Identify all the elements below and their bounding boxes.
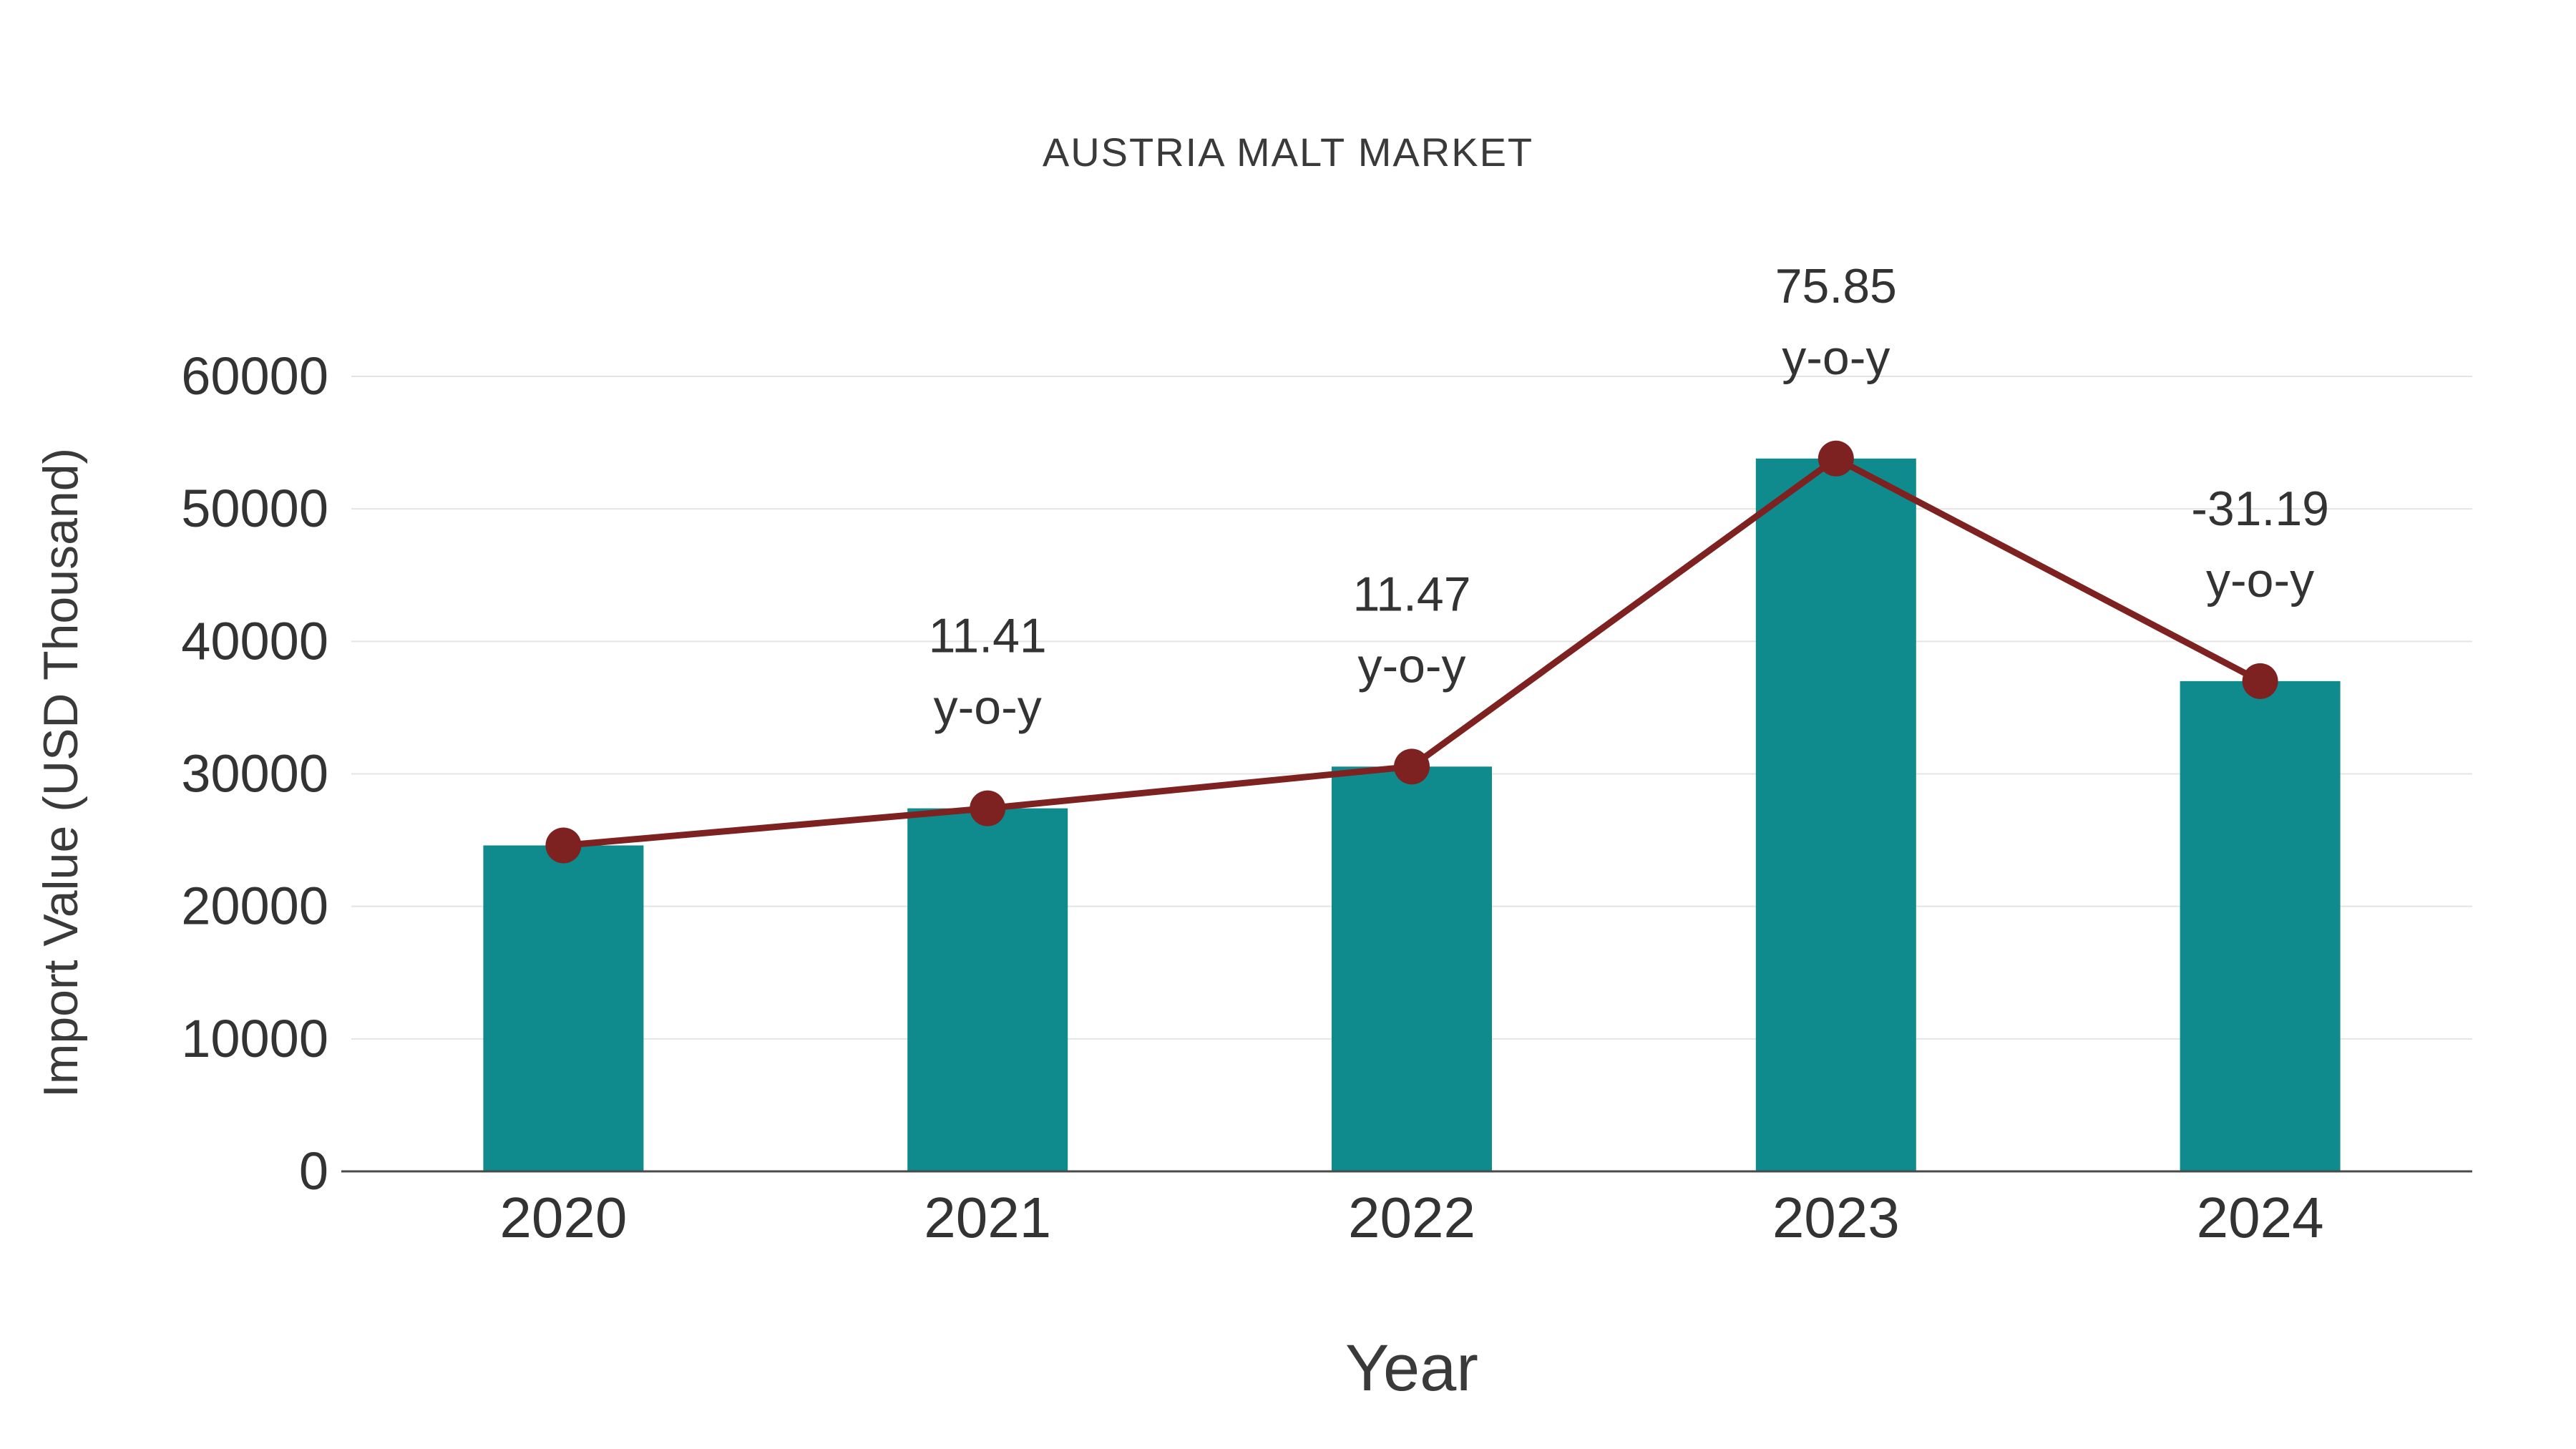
line-marker-2021 [970,790,1006,826]
bar-2020 [483,845,644,1171]
bar-2022 [1332,766,1492,1171]
annotation-value: 11.47 [1352,567,1470,621]
annotation-label: y-o-y [934,680,1042,735]
x-tick-label: 2021 [924,1186,1051,1249]
bar-2023 [1755,458,1916,1171]
line-marker-2020 [545,827,582,864]
y-tick-label: 40000 [181,611,328,670]
x-axis-title: Year [1345,1332,1478,1405]
annotation-value: -31.19 [2191,482,2329,536]
annotation-label: y-o-y [1357,638,1465,693]
x-tick-label: 2022 [1348,1186,1475,1249]
line-marker-2022 [1394,748,1430,785]
bar-2021 [907,808,1068,1171]
bar-2024 [2180,680,2341,1171]
x-tick-label: 2024 [2197,1186,2324,1249]
x-tick-label: 2023 [1772,1186,1900,1249]
y-tick-label: 0 [299,1141,328,1201]
annotation-value: 11.41 [929,609,1047,663]
y-axis-title: Import Value (USD Thousand) [34,447,88,1098]
y-tick-label: 20000 [181,877,328,936]
y-tick-label: 60000 [181,346,328,406]
annotation-label: y-o-y [2206,553,2314,608]
annotation-label: y-o-y [1782,331,1890,385]
x-tick-label: 2020 [499,1186,627,1249]
chart-title: AUSTRIA MALT MARKET [1042,130,1534,175]
annotation-value: 75.85 [1775,259,1897,313]
y-tick-label: 10000 [181,1009,328,1068]
y-tick-label: 50000 [181,479,328,538]
line-marker-2023 [1818,440,1854,477]
y-tick-label: 30000 [181,744,328,804]
line-marker-2024 [2242,663,2278,699]
